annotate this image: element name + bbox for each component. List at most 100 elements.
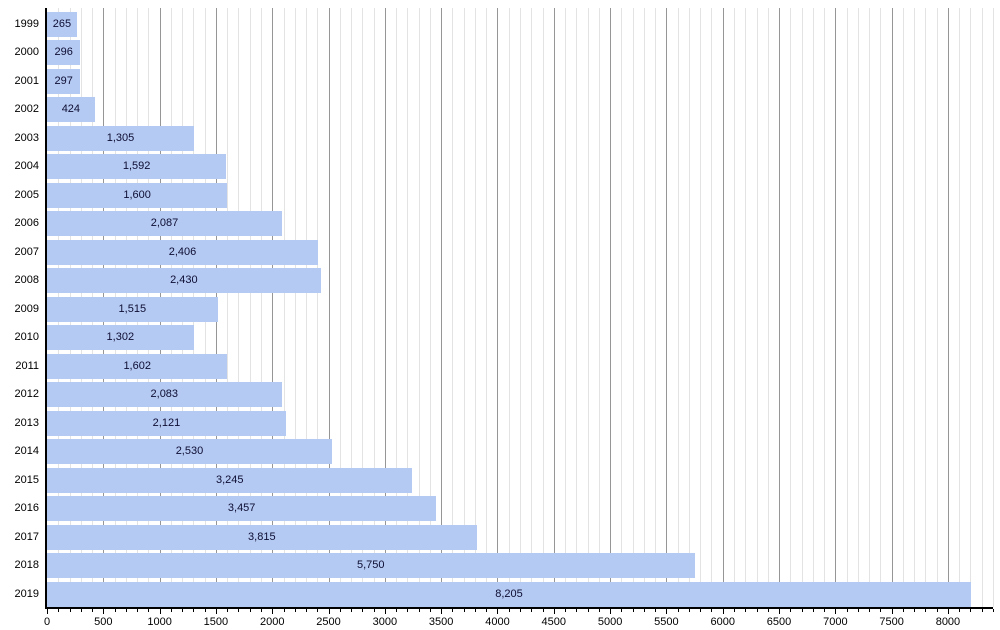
bar-value-label: 2,430 [170,274,198,287]
x-tick-label: 2000 [259,616,285,628]
x-tick-minor [655,609,657,612]
x-tick-minor [193,609,195,612]
x-tick-minor [317,609,319,612]
x-tick-major [103,609,105,614]
x-tick-label: 1000 [147,616,172,628]
x-tick-major [47,609,48,614]
bar-2014: 2,530 [47,439,332,465]
bar-value-label: 297 [54,74,73,87]
x-tick-minor [869,609,871,612]
x-tick-minor [531,609,533,612]
bar-row: 5,750 [47,550,993,579]
bar-2019: 8,205 [47,581,972,607]
x-tick-minor [902,609,904,612]
x-tick-major [159,609,161,614]
bar-row: 1,600 [47,179,993,208]
x-tick-major [215,609,217,614]
y-axis-label: 2007 [14,245,39,258]
y-axis-label: 2012 [14,388,39,401]
x-tick-major [835,609,837,614]
bar-2000: 296 [47,40,81,66]
x-tick-minor [959,609,961,612]
x-tick-minor [283,609,285,612]
x-tick-minor [486,609,488,612]
x-tick-major [666,609,668,614]
bar-row: 3,245 [47,464,993,493]
x-tick-minor [643,609,645,612]
x-tick-minor [339,609,341,612]
x-tick-minor [925,609,927,612]
x-tick-minor [125,609,127,612]
x-tick-label: 3000 [372,616,398,628]
x-tick-minor [993,609,994,612]
y-axis-label: 2006 [14,217,39,230]
x-tick-major [328,609,330,614]
x-tick-minor [981,609,983,612]
bar-value-label: 2,121 [152,416,181,429]
bar-value-label: 3,815 [248,530,276,543]
bar-2008: 2,430 [47,268,321,294]
bar-row: 1,515 [47,293,993,322]
bar-2009: 1,515 [47,296,218,322]
y-axis-label: 2019 [14,588,39,600]
x-tick-label: 7500 [879,616,904,628]
bar-2012: 2,083 [47,382,282,408]
x-tick-minor [249,609,251,612]
bar-value-label: 296 [54,46,73,59]
x-tick-major [779,609,781,614]
x-tick-minor [542,609,544,612]
bar-2010: 1,302 [47,325,194,351]
plot-area: 265 296 297 424 1,305 1,592 1,600 2,087 2,406 2,4… [45,8,994,609]
x-tick-major [610,609,612,614]
bar-2016: 3,457 [47,496,437,522]
bar-row: 2,121 [47,407,993,436]
x-tick-minor [576,609,578,612]
bar-2003: 1,305 [47,125,194,151]
x-tick-minor [598,609,600,612]
x-tick-minor [880,609,882,612]
bar-2018: 5,750 [47,553,695,579]
x-tick-label: 2500 [316,616,341,628]
x-tick-minor [294,609,296,612]
x-tick-minor [587,609,589,612]
x-tick-minor [418,609,420,612]
x-tick-minor [92,609,94,612]
bar-value-label: 3,457 [227,502,256,515]
x-tick-label: 5000 [597,616,623,628]
bar-row: 1,602 [47,350,993,379]
y-axis-label: 2005 [14,188,39,201]
bar-2001: 297 [47,68,81,94]
x-tick-minor [857,609,859,612]
x-tick-minor [80,609,82,612]
bar-row: 1,592 [47,151,993,180]
bar-row: 3,815 [47,521,993,550]
y-axis-label: 2002 [14,103,39,116]
bar-value-label: 1,515 [118,302,147,315]
x-tick-minor [621,609,623,612]
bar-row: 424 [47,94,993,123]
bar-value-label: 2,530 [175,445,204,458]
x-tick-label: 7000 [823,616,848,628]
x-tick-minor [812,609,814,612]
bar-value-label: 2,083 [150,388,179,401]
y-axis-label: 2017 [14,530,39,543]
bar-value-label: 1,305 [106,131,135,144]
x-tick-label: 6000 [710,616,735,628]
x-tick-minor [148,609,150,612]
bar-value-label: 1,302 [106,331,135,344]
x-tick-minor [351,609,353,612]
bar-value-label: 265 [52,17,72,30]
x-tick-label: 0 [43,616,51,628]
x-tick-minor [688,609,690,612]
x-tick-minor [429,609,431,612]
bar-row: 2,430 [47,265,993,294]
y-axis-label: 2008 [14,274,39,287]
x-tick-minor [700,609,702,612]
x-tick-label: 4000 [485,616,510,628]
bar-2002: 424 [47,97,95,123]
bar-2015: 3,245 [47,467,413,493]
x-tick-minor [745,609,747,612]
bar-row: 2,083 [47,379,993,408]
x-tick-minor [936,609,938,612]
x-tick-minor [801,609,803,612]
